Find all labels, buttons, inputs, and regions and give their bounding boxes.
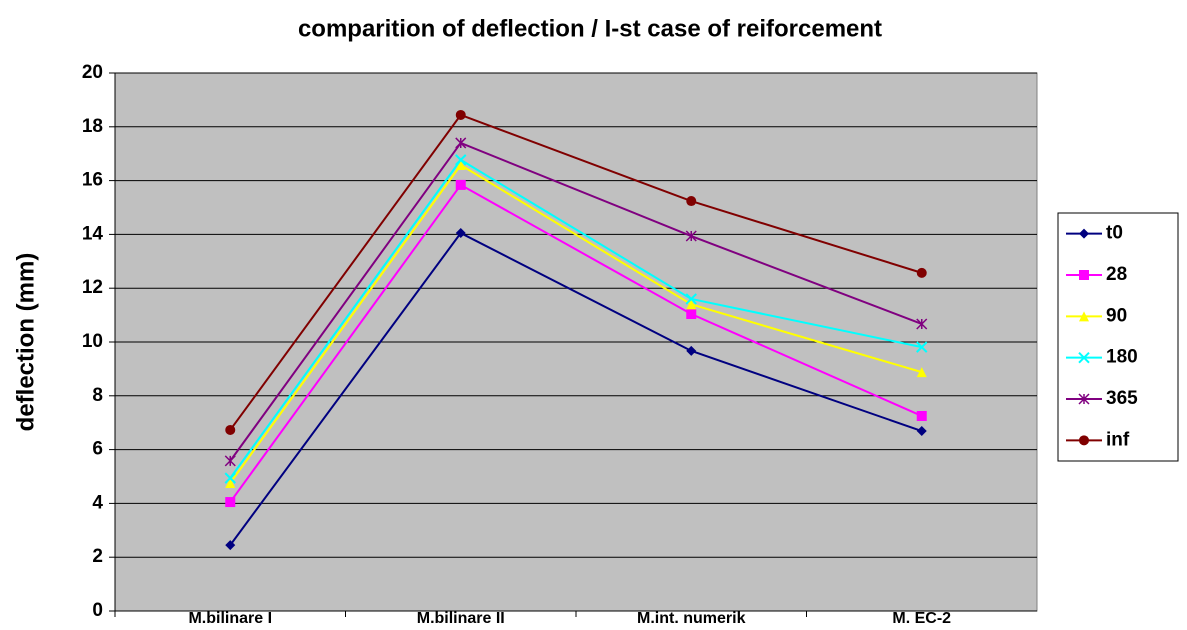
marker (1079, 311, 1089, 322)
marker (455, 137, 467, 149)
marker (916, 367, 927, 378)
y-tick-label: 18 (82, 116, 103, 137)
marker (1079, 270, 1089, 280)
y-axis-label: deflection (mm) (12, 253, 39, 432)
marker (685, 293, 697, 305)
marker (224, 455, 236, 467)
y-tick-label: 20 (82, 62, 103, 83)
y-tick-label: 6 (92, 439, 103, 460)
y-tick-label: 12 (82, 277, 103, 298)
legend-label: t0 (1106, 223, 1123, 244)
marker (685, 230, 697, 242)
marker (916, 410, 927, 421)
y-tick-label: 2 (92, 546, 103, 567)
y-tick-label: 4 (92, 492, 103, 513)
marker (225, 477, 236, 488)
x-tick-label: M.bilinare II (417, 610, 505, 625)
legend-label: 365 (1106, 388, 1138, 409)
marker (686, 196, 697, 207)
x-tick-label: M.bilinare I (188, 610, 272, 625)
marker (225, 540, 236, 551)
marker (1079, 435, 1089, 446)
y-tick-label: 10 (82, 331, 103, 352)
series-line (229, 158, 922, 479)
marker (916, 341, 928, 353)
series-line (229, 183, 923, 503)
marker (455, 228, 466, 239)
marker (1078, 351, 1090, 364)
marker (455, 159, 466, 170)
marker (686, 299, 697, 310)
y-tick-label: 16 (82, 170, 103, 191)
series-line (229, 163, 923, 484)
y-tick-label: 8 (92, 385, 103, 406)
legend-box (1057, 212, 1179, 462)
legend-label: inf (1106, 429, 1130, 450)
marker (916, 426, 927, 437)
series-line (229, 231, 923, 546)
marker (686, 309, 697, 320)
marker (916, 318, 928, 330)
marker (225, 424, 236, 435)
marker (455, 179, 466, 190)
marker (1078, 393, 1090, 405)
marker (455, 109, 466, 120)
x-tick-label: M.int. numerik (637, 610, 746, 625)
series-line (229, 141, 923, 462)
marker (1079, 228, 1089, 239)
marker (916, 267, 927, 278)
x-tick-label: M. EC-2 (892, 610, 951, 625)
legend-label: 180 (1106, 347, 1138, 368)
marker (686, 345, 697, 356)
legend-label: 90 (1106, 305, 1127, 326)
y-tick-label: 0 (92, 600, 103, 621)
marker (224, 472, 236, 484)
legend-label: 28 (1106, 264, 1127, 285)
marker (455, 154, 467, 166)
y-tick-label: 14 (82, 223, 104, 244)
marker (225, 497, 236, 508)
chart-title: comparition of deflection / I-st case of… (298, 15, 882, 42)
series-line (229, 113, 923, 431)
